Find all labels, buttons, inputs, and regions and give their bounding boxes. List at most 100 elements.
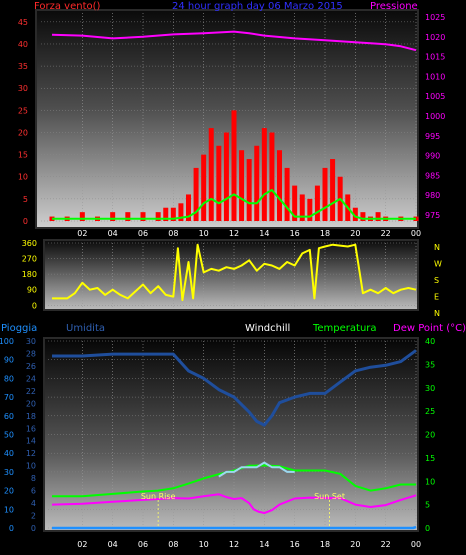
x-tick-label: 22 xyxy=(381,540,391,549)
x-tick-label: 18 xyxy=(320,540,330,549)
humidity-axis-tick: 28 xyxy=(26,349,36,358)
rain-axis-tick: 90 xyxy=(4,356,14,365)
direction-axis-tick: 180 xyxy=(22,270,37,279)
wind-force-bar xyxy=(330,159,336,221)
wind-axis-tick: 5 xyxy=(23,195,28,204)
wind-force-bar xyxy=(261,128,267,221)
temperature-axis-tick: 40 xyxy=(425,337,435,346)
humidity-axis-tick: 10 xyxy=(26,462,36,471)
x-tick-label: 16 xyxy=(290,540,300,549)
rain-axis-tick: 50 xyxy=(4,431,14,440)
wind-force-bar xyxy=(254,145,260,221)
x-tick-label: 06 xyxy=(138,540,148,549)
wind-force-bar xyxy=(223,132,229,221)
pressure-axis-tick: 980 xyxy=(425,191,440,200)
wind-force-bar xyxy=(375,212,381,221)
x-tick-label: 10 xyxy=(199,540,209,549)
direction-panel-background xyxy=(43,239,419,311)
direction-axis-tick: 90 xyxy=(27,286,37,295)
wind-force-bar xyxy=(193,167,199,221)
humidity-axis-tick: 4 xyxy=(31,499,36,508)
wind-axis-tick: 30 xyxy=(18,84,28,93)
humidity-axis-tick: 22 xyxy=(26,387,36,396)
wind-axis-tick: 25 xyxy=(18,106,28,115)
wind-axis-tick: 40 xyxy=(18,40,28,49)
wind-force-bar xyxy=(216,145,222,221)
wind-force-bar xyxy=(110,212,116,221)
pressure-label: Pressione xyxy=(370,1,418,12)
humidity-axis-tick: 16 xyxy=(26,424,36,433)
wind-direction-line xyxy=(52,243,417,302)
humidity-axis-tick: 0 xyxy=(31,524,36,533)
humidity-axis-tick: 2 xyxy=(31,512,36,521)
wind-axis-tick: 10 xyxy=(18,173,28,182)
wind-force-bar xyxy=(208,128,214,221)
wind-force-label: Forza vento() xyxy=(34,1,101,12)
x-tick-label: 20 xyxy=(350,229,360,238)
direction-axis-tick: 270 xyxy=(22,255,37,264)
temperature-axis-tick: 25 xyxy=(425,407,435,416)
wind-axis-tick: 45 xyxy=(18,18,28,27)
wind-force-bar xyxy=(284,167,290,221)
wind-force-bar xyxy=(246,159,252,221)
compass-label: S xyxy=(434,276,439,285)
direction-axis-tick: 360 xyxy=(22,239,37,248)
humidity-line xyxy=(52,349,417,427)
wind-force-bar xyxy=(360,212,366,221)
x-tick-label: 04 xyxy=(108,229,118,238)
x-tick-label: 22 xyxy=(381,229,391,238)
pressure-line xyxy=(51,30,417,52)
windchill-label: Windchill xyxy=(245,323,290,334)
x-tick-label: 14 xyxy=(259,540,269,549)
wind-force-bar xyxy=(178,203,184,221)
sun-set-marker-label: Sun Set xyxy=(314,492,345,501)
temperature-axis-tick: 30 xyxy=(425,384,435,393)
sun-rise-marker-label: Sun Rise xyxy=(141,492,176,501)
dewpoint-label: Dew Point (°C) xyxy=(393,323,466,334)
x-tick-label: 14 xyxy=(259,229,269,238)
wind-force-bar xyxy=(201,154,207,221)
temperature-axis-tick: 10 xyxy=(425,477,435,486)
pressure-axis-tick: 975 xyxy=(425,211,440,220)
wind-force-bar xyxy=(125,212,131,221)
x-tick-label: 00 xyxy=(411,229,421,238)
wind-force-bar xyxy=(322,167,328,221)
wind-force-bar xyxy=(277,150,282,221)
wind-force-bar xyxy=(307,198,313,221)
compass-label: N xyxy=(434,243,440,252)
x-tick-label: 02 xyxy=(77,540,87,549)
x-tick-label: 18 xyxy=(320,229,330,238)
humidity-axis-tick: 26 xyxy=(26,362,36,371)
x-tick-label: 08 xyxy=(168,229,178,238)
wind-axis-tick: 15 xyxy=(18,151,28,160)
wind-force-bar xyxy=(239,150,245,221)
wind-axis-tick: 35 xyxy=(18,62,28,71)
pressure-axis-tick: 995 xyxy=(425,132,440,141)
pressure-axis-tick: 990 xyxy=(425,152,440,161)
x-tick-label: 04 xyxy=(108,540,118,549)
wind-force-bar xyxy=(269,132,275,221)
humidity-label: Umidita xyxy=(66,323,105,334)
compass-label: N xyxy=(434,309,440,318)
wind-force-bar xyxy=(231,110,237,221)
pressure-axis-tick: 1025 xyxy=(425,13,445,22)
pressure-axis-tick: 985 xyxy=(425,171,440,180)
wind-axis-tick: 0 xyxy=(23,217,28,226)
temperature-label: Temperatura xyxy=(312,323,377,334)
compass-label: W xyxy=(434,260,442,269)
rain-axis-tick: 30 xyxy=(4,468,14,477)
x-tick-label: 08 xyxy=(168,540,178,549)
x-tick-label: 12 xyxy=(229,540,239,549)
x-tick-label: 06 xyxy=(138,229,148,238)
rain-axis-tick: 40 xyxy=(4,449,14,458)
humidity-axis-tick: 18 xyxy=(26,412,36,421)
humidity-axis-tick: 6 xyxy=(31,487,36,496)
wind-force-bar xyxy=(155,212,161,221)
wind-force-bar xyxy=(170,207,176,221)
humidity-axis-tick: 20 xyxy=(26,399,36,408)
pressure-axis-tick: 1020 xyxy=(425,33,445,42)
compass-label: E xyxy=(434,293,439,302)
pressure-axis-tick: 1015 xyxy=(425,53,445,62)
